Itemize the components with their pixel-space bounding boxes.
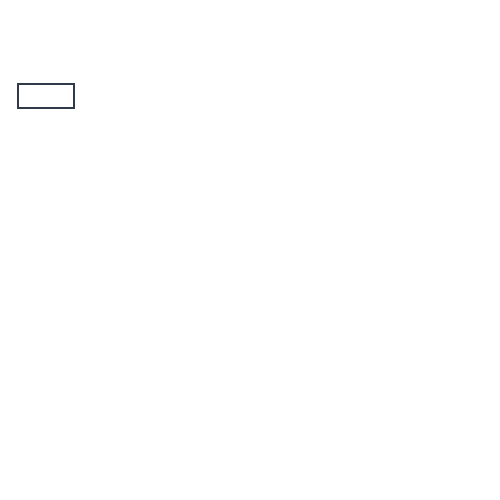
diagram-id-box xyxy=(18,84,74,108)
